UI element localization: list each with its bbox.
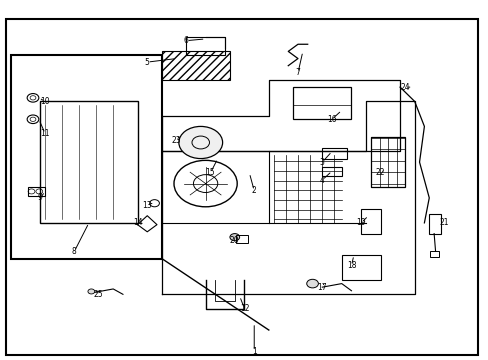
Text: 5: 5 <box>144 58 149 67</box>
Bar <box>186 37 224 55</box>
Text: 6: 6 <box>183 36 188 45</box>
Circle shape <box>88 289 95 294</box>
Bar <box>428 214 441 234</box>
Bar <box>162 51 229 80</box>
Bar <box>292 87 351 119</box>
Text: 7: 7 <box>295 68 300 77</box>
Text: 16: 16 <box>326 115 336 124</box>
Text: 1: 1 <box>251 347 256 356</box>
Text: 2: 2 <box>251 186 256 195</box>
Text: 22: 22 <box>375 168 385 177</box>
Bar <box>361 208 380 234</box>
Circle shape <box>179 126 222 158</box>
Bar <box>322 148 346 158</box>
Bar <box>429 251 438 257</box>
Text: 25: 25 <box>94 290 103 299</box>
Text: 10: 10 <box>40 97 50 106</box>
Text: 21: 21 <box>438 219 447 228</box>
Text: 24: 24 <box>399 83 409 92</box>
Text: 17: 17 <box>317 283 326 292</box>
Circle shape <box>306 279 318 288</box>
Text: 15: 15 <box>205 168 215 177</box>
Bar <box>370 137 404 187</box>
Text: 14: 14 <box>132 219 142 228</box>
Text: 8: 8 <box>72 247 77 256</box>
Bar <box>236 235 248 243</box>
Text: 18: 18 <box>346 261 355 270</box>
Text: 11: 11 <box>41 129 50 138</box>
Circle shape <box>229 234 239 241</box>
Bar <box>28 187 45 196</box>
Text: 23: 23 <box>171 136 181 145</box>
Bar <box>11 55 162 258</box>
Text: 3: 3 <box>319 158 324 167</box>
Text: 13: 13 <box>142 201 152 210</box>
Text: 12: 12 <box>239 304 249 313</box>
Bar <box>341 255 380 280</box>
Text: 19: 19 <box>356 219 365 228</box>
Text: 9: 9 <box>38 193 42 202</box>
Text: 20: 20 <box>229 236 239 245</box>
Bar <box>322 167 341 176</box>
Bar <box>40 102 137 223</box>
Text: 4: 4 <box>319 176 324 185</box>
